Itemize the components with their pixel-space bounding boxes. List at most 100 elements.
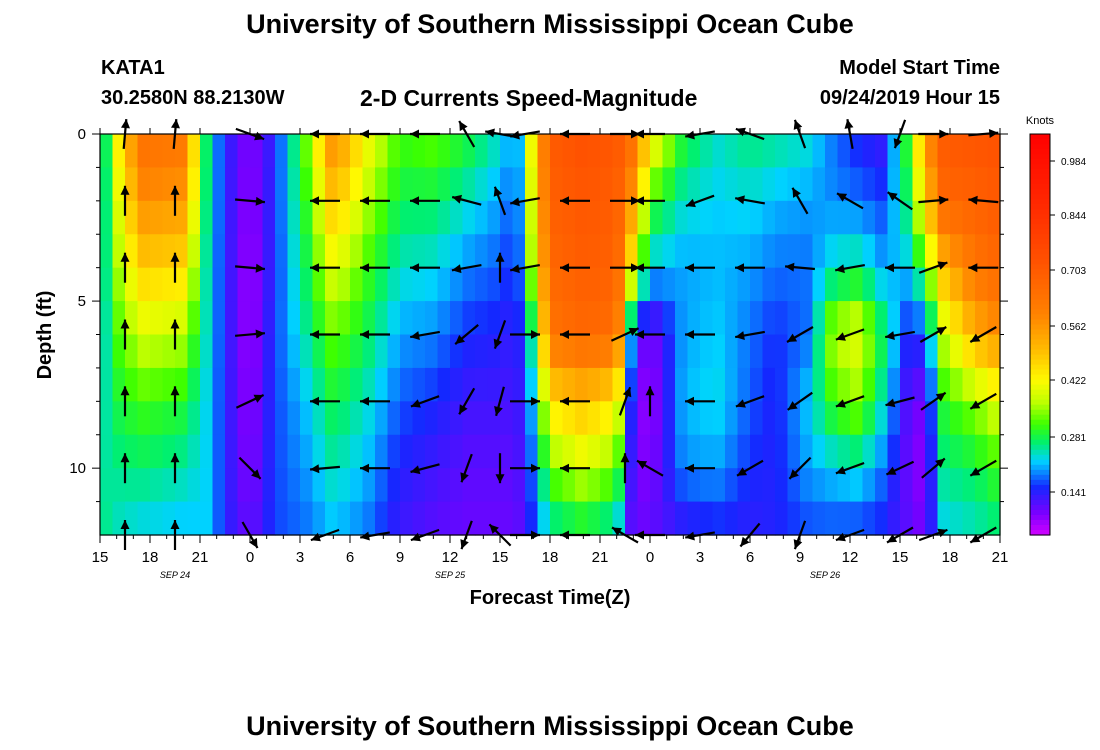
heat-cell — [625, 134, 639, 169]
heat-cell — [550, 367, 564, 402]
heat-cell — [225, 401, 239, 436]
heat-cell — [362, 334, 376, 369]
heat-cell — [287, 501, 301, 536]
heat-cell — [925, 434, 939, 469]
heat-cell — [712, 401, 726, 436]
arrow-head — [737, 467, 748, 476]
arrow-head — [360, 263, 369, 273]
heat-cell — [675, 234, 689, 269]
heat-cell — [200, 501, 214, 536]
heat-cell — [337, 167, 351, 202]
colorbar-band — [1030, 294, 1050, 301]
heat-cell — [112, 234, 126, 269]
heat-cell — [787, 200, 801, 235]
chart-title: University of Southern Mississippi Ocean… — [246, 9, 854, 39]
heat-cell — [962, 367, 976, 402]
heat-cell — [400, 301, 414, 336]
arrow-head — [410, 465, 421, 475]
colorbar-band — [1030, 484, 1050, 491]
arrow-head — [620, 453, 630, 463]
heat-cell — [187, 134, 201, 169]
heat-cell — [775, 267, 789, 302]
heat-cell — [100, 234, 114, 269]
heat-cell — [125, 200, 139, 235]
heat-cell — [425, 134, 439, 169]
heat-cell — [375, 267, 389, 302]
arrow-head — [612, 527, 623, 536]
heat-cell — [362, 301, 376, 336]
heat-cell — [750, 334, 764, 369]
arrow-head — [360, 463, 369, 473]
heat-cell — [275, 200, 289, 235]
heat-cell — [412, 234, 426, 269]
x-tick-label: 21 — [192, 549, 209, 566]
heat-cell — [825, 334, 839, 369]
current-arrow — [120, 386, 130, 417]
arrow-head — [835, 264, 845, 274]
heat-cell — [250, 334, 264, 369]
current-arrow — [836, 192, 864, 210]
heat-cell — [262, 434, 276, 469]
arrow-head — [360, 531, 370, 541]
arrow-head — [170, 453, 180, 463]
heat-cell — [725, 234, 739, 269]
heat-cell — [550, 434, 564, 469]
heat-cell — [562, 334, 576, 369]
current-arrow — [170, 319, 180, 350]
heat-cell — [637, 434, 651, 469]
arrow-head — [531, 330, 540, 339]
heat-cell — [487, 267, 501, 302]
heat-cell — [975, 234, 989, 269]
colorbar-band — [1030, 139, 1050, 145]
heat-cell — [137, 267, 151, 302]
current-arrow — [495, 453, 505, 484]
heat-cell — [525, 200, 539, 235]
arrow-head — [531, 463, 540, 473]
heat-cell — [662, 200, 676, 235]
heat-cell — [275, 167, 289, 202]
arrow-head — [255, 263, 265, 273]
heat-cell — [450, 501, 464, 536]
heat-cell — [712, 234, 726, 269]
heat-cell — [175, 134, 189, 169]
heat-cell — [600, 234, 614, 269]
heat-cell — [862, 234, 876, 269]
colorbar-tick-label: 0.281 — [1061, 433, 1086, 444]
heat-cell — [625, 334, 639, 369]
heat-cell — [987, 234, 1001, 269]
heat-cell — [212, 434, 226, 469]
heat-cell — [900, 367, 914, 402]
current-arrow — [685, 330, 715, 339]
heat-cell — [700, 134, 714, 169]
heat-cell — [387, 468, 401, 503]
heat-cell — [187, 401, 201, 436]
heat-cell — [312, 367, 326, 402]
heat-cell — [725, 501, 739, 536]
heat-cell — [275, 501, 289, 536]
heat-cell — [437, 167, 451, 202]
heat-cell — [525, 134, 539, 169]
current-arrow — [495, 252, 505, 283]
heat-cell — [262, 267, 276, 302]
heat-cell — [587, 434, 601, 469]
heat-cell — [600, 267, 614, 302]
heat-cell — [675, 200, 689, 235]
heat-cell — [837, 501, 851, 536]
heat-cell — [300, 200, 314, 235]
heat-cell — [700, 200, 714, 235]
heat-cell — [262, 334, 276, 369]
heat-cell — [537, 367, 551, 402]
heat-cell — [725, 301, 739, 336]
heat-cell — [675, 501, 689, 536]
heat-cell — [825, 134, 839, 169]
heat-cell — [462, 301, 476, 336]
heat-cell — [500, 468, 514, 503]
heat-cell — [137, 134, 151, 169]
heat-cell — [400, 468, 414, 503]
arrow-head — [685, 263, 694, 273]
heat-cell — [125, 267, 139, 302]
heat-cell — [862, 401, 876, 436]
heat-cell — [250, 234, 264, 269]
heat-cell — [387, 501, 401, 536]
model-start-time: 09/24/2019 Hour 15 — [819, 87, 1000, 109]
